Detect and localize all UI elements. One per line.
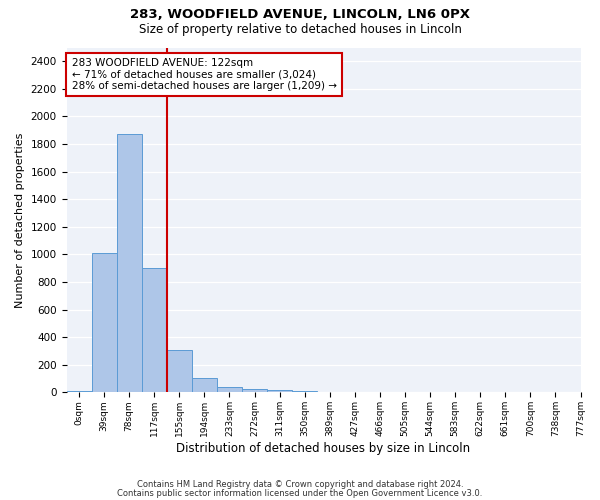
Text: 283, WOODFIELD AVENUE, LINCOLN, LN6 0PX: 283, WOODFIELD AVENUE, LINCOLN, LN6 0PX (130, 8, 470, 20)
Bar (167, 350, 192, 393)
Bar (142, 268, 167, 392)
Bar (267, 390, 292, 392)
X-axis label: Distribution of detached houses by size in Lincoln: Distribution of detached houses by size … (176, 442, 470, 455)
Text: Contains HM Land Registry data © Crown copyright and database right 2024.: Contains HM Land Registry data © Crown c… (137, 480, 463, 489)
Y-axis label: Number of detached properties: Number of detached properties (15, 132, 25, 308)
Bar (67, 391, 92, 392)
Bar (242, 389, 267, 392)
Text: Contains public sector information licensed under the Open Government Licence v3: Contains public sector information licen… (118, 488, 482, 498)
Bar (192, 378, 217, 392)
Bar (116, 134, 142, 392)
Bar (292, 391, 317, 392)
Bar (217, 387, 242, 392)
Text: Size of property relative to detached houses in Lincoln: Size of property relative to detached ho… (139, 22, 461, 36)
Bar (92, 253, 116, 392)
Text: 283 WOODFIELD AVENUE: 122sqm
← 71% of detached houses are smaller (3,024)
28% of: 283 WOODFIELD AVENUE: 122sqm ← 71% of de… (71, 58, 337, 91)
